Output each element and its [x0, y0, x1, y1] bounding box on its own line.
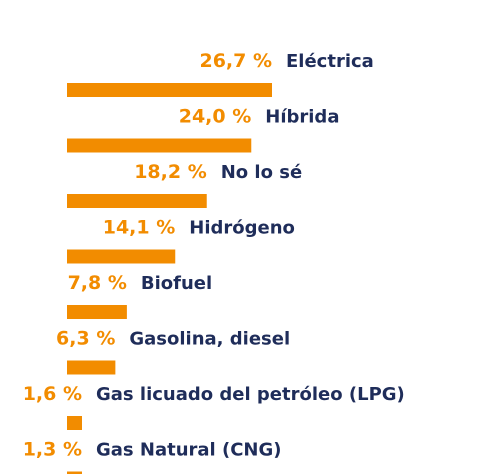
bar-4: [67, 305, 127, 319]
value-label-6: 1,6 %: [23, 383, 82, 405]
bar-7: [67, 471, 82, 474]
value-label-1: 24,0 %: [179, 106, 252, 128]
category-label-4: Biofuel: [141, 273, 212, 294]
value-label-5: 6,3 %: [56, 328, 115, 350]
value-label-7: 1,3 %: [23, 439, 82, 461]
value-label-2: 18,2 %: [134, 161, 207, 183]
bar-6: [67, 416, 82, 430]
category-label-6: Gas licuado del petróleo (LPG): [96, 384, 405, 405]
bar-2: [67, 194, 207, 208]
category-label-7: Gas Natural (CNG): [96, 440, 282, 461]
bar-1: [67, 138, 252, 153]
bar-3: [67, 249, 176, 264]
bar-5: [67, 360, 116, 375]
category-label-5: Gasolina, diesel: [129, 329, 290, 350]
category-label-2: No lo sé: [221, 162, 302, 183]
category-label-0: Eléctrica: [286, 51, 374, 72]
value-label-3: 14,1 %: [103, 217, 176, 239]
value-label-0: 26,7 %: [199, 50, 272, 72]
category-label-1: Híbrida: [265, 107, 339, 128]
value-label-4: 7,8 %: [68, 272, 127, 294]
category-label-3: Hidrógeno: [189, 218, 295, 239]
bar-0: [67, 83, 272, 97]
